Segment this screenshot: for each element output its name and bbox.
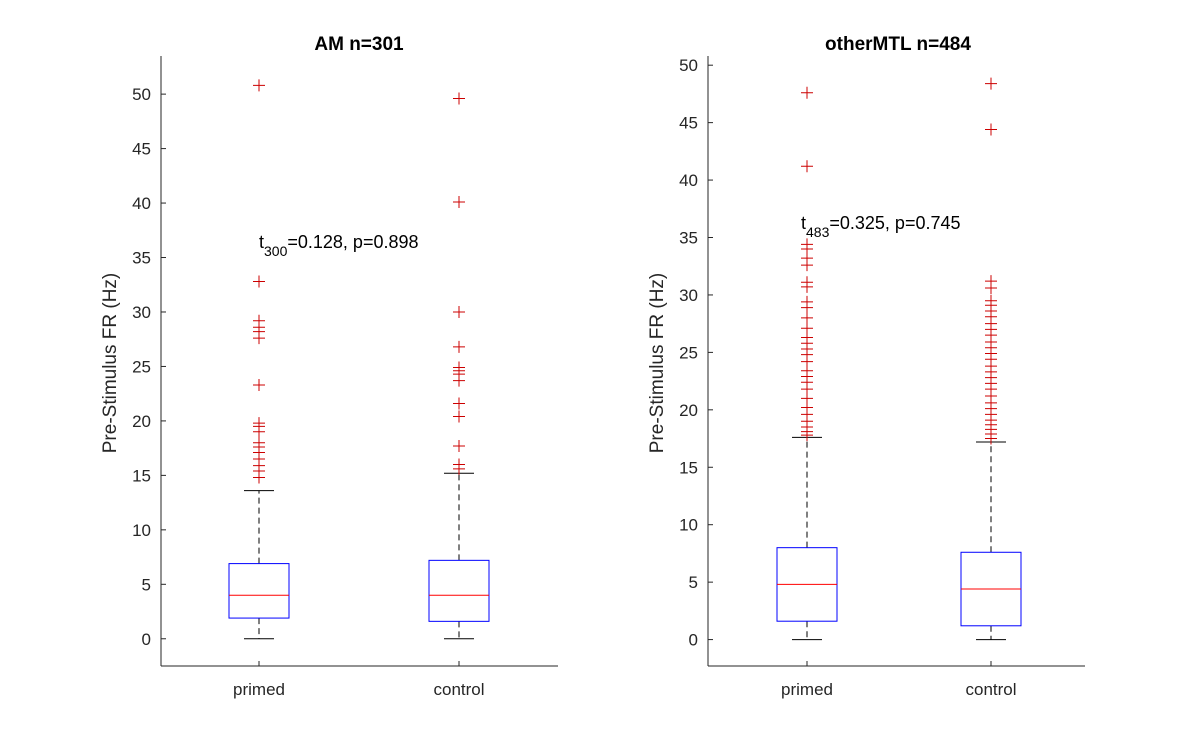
- box-primed: [776, 86, 838, 641]
- outlier-marker: [801, 276, 813, 289]
- y-tick-label: 40: [132, 194, 151, 213]
- box-primed: [228, 79, 290, 640]
- stat-annotation: t483=0.325, p=0.745: [801, 213, 961, 240]
- outlier-marker: [801, 311, 813, 324]
- x-tick-label: control: [965, 680, 1016, 699]
- outlier-marker: [985, 275, 997, 288]
- outlier-marker: [453, 458, 465, 471]
- y-tick-label: 0: [689, 631, 698, 650]
- iqr-box: [228, 563, 290, 619]
- x-tick-label: primed: [781, 680, 833, 699]
- y-axis-label: Pre-Stimulus FR (Hz): [647, 273, 668, 454]
- outlier-marker: [453, 340, 465, 353]
- outlier-marker: [453, 361, 465, 374]
- y-tick-label: 30: [132, 303, 151, 322]
- y-tick-label: 10: [679, 516, 698, 535]
- chart-panel-othermtl: otherMTL n=484 Pre-Stimulus FR (Hz) t483…: [647, 34, 1085, 699]
- outlier-marker: [253, 79, 265, 92]
- stat-annotation-prefix: t: [801, 213, 806, 233]
- y-tick-label: 45: [132, 140, 151, 159]
- y-tick-label: 0: [142, 630, 151, 649]
- outlier-marker: [453, 397, 465, 410]
- y-tick-label: 35: [132, 249, 151, 268]
- y-tick-label: 50: [679, 56, 698, 75]
- outlier-marker: [253, 436, 265, 449]
- outlier-marker: [985, 77, 997, 90]
- outlier-marker: [985, 294, 997, 307]
- plot-area: 0 5 10 15 20 25 30 35 40 45 50 primed control: [132, 56, 558, 699]
- outlier-marker: [801, 86, 813, 99]
- chart-panel-am: AM n=301 Pre-Stimulus FR (Hz) t300=0.128…: [100, 34, 558, 699]
- y-tick-label: 30: [679, 286, 698, 305]
- y-tick-label: 5: [142, 575, 151, 594]
- outlier-marker: [453, 410, 465, 423]
- outlier-marker: [253, 275, 265, 288]
- plot-area: 0 5 10 15 20 25 30 35 40 45 50 primed control: [679, 56, 1085, 699]
- y-tick-label: 25: [679, 343, 698, 362]
- outlier-marker: [453, 305, 465, 318]
- y-tick-label: 15: [132, 466, 151, 485]
- y-tick-label: 10: [132, 521, 151, 540]
- y-tick-label: 15: [679, 458, 698, 477]
- y-tick-label: 20: [679, 401, 698, 420]
- stat-annotation-subscript: 300: [264, 243, 288, 259]
- y-tick-label: 20: [132, 412, 151, 431]
- outlier-marker: [801, 238, 813, 251]
- y-tick-label: 50: [132, 85, 151, 104]
- outlier-marker: [253, 314, 265, 327]
- outlier-marker: [453, 92, 465, 105]
- stat-annotation-prefix: t: [259, 232, 264, 252]
- outlier-marker: [253, 378, 265, 391]
- outlier-marker: [253, 417, 265, 430]
- chart-title: otherMTL n=484: [825, 34, 971, 55]
- outlier-marker: [801, 322, 813, 335]
- y-tick-label: 40: [679, 171, 698, 190]
- outlier-marker: [453, 439, 465, 452]
- chart-title: AM n=301: [314, 34, 404, 55]
- iqr-box: [428, 559, 490, 622]
- y-tick-label: 35: [679, 229, 698, 248]
- stat-annotation-text: =0.325, p=0.745: [829, 213, 960, 233]
- stat-annotation: t300=0.128, p=0.898: [259, 232, 419, 259]
- stat-annotation-subscript: 483: [806, 224, 830, 240]
- y-axis-label: Pre-Stimulus FR (Hz): [100, 273, 121, 454]
- box-control: [960, 77, 1022, 641]
- y-tick-label: 25: [132, 357, 151, 376]
- stat-annotation-text: =0.128, p=0.898: [287, 232, 418, 252]
- box-control: [428, 92, 490, 640]
- x-tick-label: control: [433, 680, 484, 699]
- outlier-marker: [985, 123, 997, 136]
- outlier-marker: [801, 160, 813, 173]
- outlier-marker: [453, 195, 465, 208]
- x-tick-label: primed: [233, 680, 285, 699]
- outlier-marker: [801, 295, 813, 308]
- y-tick-label: 45: [679, 114, 698, 133]
- y-tick-label: 5: [689, 573, 698, 592]
